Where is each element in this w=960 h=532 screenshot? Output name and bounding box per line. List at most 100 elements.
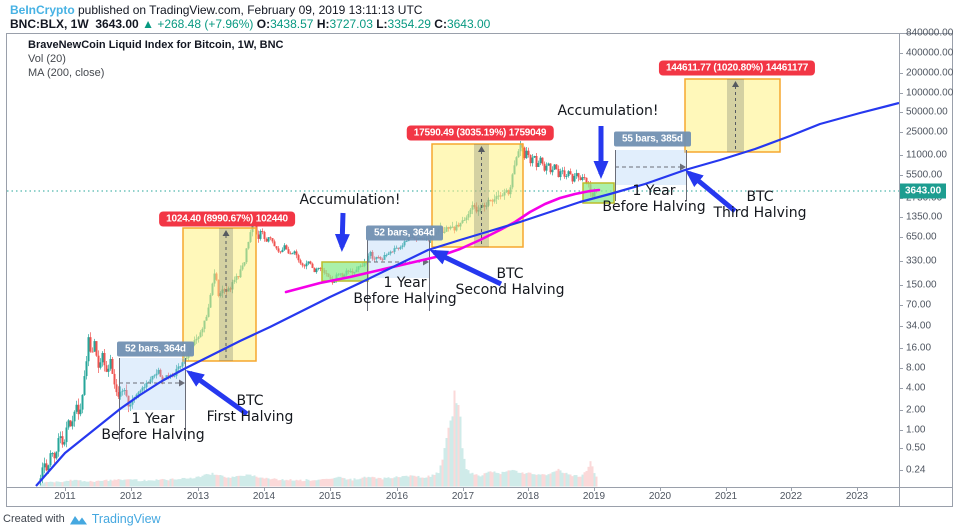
annotation-arrow[interactable] [185, 370, 249, 417]
last-price: 3643.00 [95, 17, 139, 31]
price-axis-label: 2.00 [906, 404, 926, 416]
time-axis-label: 2018 [516, 491, 540, 502]
measure-label[interactable]: 55 bars, 385d [614, 131, 691, 147]
price-axis-tick [899, 155, 903, 156]
price-axis-label: 840000.00 [906, 27, 954, 39]
time-axis-label: 2015 [318, 491, 342, 502]
time-axis-label: 2017 [451, 491, 475, 502]
price-axis-tick [899, 198, 903, 199]
price-axis-tick [899, 448, 903, 449]
time-axis-tick [397, 487, 398, 491]
price-axis-tick [899, 410, 903, 411]
annotation-arrow[interactable] [429, 249, 503, 287]
price-axis-tick [899, 305, 903, 306]
price-axis-label: 0.24 [906, 464, 926, 476]
halving-projection-boxes[interactable] [182, 78, 781, 362]
price-axis-tick [899, 237, 903, 238]
time-axis-tick [791, 487, 792, 491]
price-axis-label: 1.00 [906, 424, 926, 436]
time-axis-tick [131, 487, 132, 491]
time-axis-tick [726, 487, 727, 491]
price-axis-tick [899, 53, 903, 54]
measure-label[interactable]: 52 bars, 364d [366, 225, 443, 241]
annotation-arrow[interactable] [334, 212, 350, 252]
one-year-before-halving-1[interactable]: 1 Year Before Halving [101, 411, 205, 443]
tradingview-brand-link[interactable]: TradingView [91, 512, 161, 526]
price-axis-label: 200000.00 [906, 67, 954, 79]
halving-box[interactable] [182, 227, 257, 362]
annotation-arrow[interactable] [685, 169, 737, 213]
halving-box[interactable] [431, 143, 524, 248]
legend-title[interactable]: BraveNewCoin Liquid Index for Bitcoin, 1… [28, 39, 284, 51]
trend-line[interactable] [35, 101, 899, 487]
time-axis-tick [463, 487, 464, 491]
price-axis-label: 70.00 [906, 299, 932, 311]
time-axis-tick [594, 487, 595, 491]
time-axis-label: 2016 [385, 491, 409, 502]
high-value: 3727.03 [329, 17, 373, 31]
price-axis-tick [899, 73, 903, 74]
up-triangle-icon: ▲ [142, 17, 154, 31]
price-axis-tick [899, 285, 903, 286]
low-label: L: [376, 17, 388, 31]
legend-ma-study[interactable]: MA (200, close) [28, 67, 105, 79]
symbol-label: BNC:BLX, 1W [10, 17, 89, 31]
price-axis-label: 330.00 [906, 255, 937, 267]
btc-first-halving-label[interactable]: BTC First Halving [206, 393, 294, 425]
price-axis-tick [899, 175, 903, 176]
btc-second-halving-label[interactable]: BTC Second Halving [455, 266, 565, 298]
attribution-bar: Created with TradingView [3, 512, 161, 526]
low-value: 3354.29 [387, 17, 431, 31]
published-text: published on TradingView.com, February 0… [74, 3, 423, 17]
price-axis-label: 650.00 [906, 231, 937, 243]
time-axis-label: 2023 [845, 491, 869, 502]
high-label: H: [316, 17, 330, 31]
publisher-link[interactable]: BeInCrypto [10, 3, 75, 17]
time-axis-tick [330, 487, 331, 491]
one-year-before-halving-3[interactable]: 1 Year Before Halving [602, 183, 706, 215]
price-axis-label: 8.00 [906, 362, 926, 374]
price-axis-label: 100000.00 [906, 87, 954, 99]
accumulation-note-2[interactable]: Accumulation! [557, 103, 659, 119]
price-axis-tick [899, 33, 903, 34]
price-axis-label: 150.00 [906, 279, 937, 291]
time-axis-tick [264, 487, 265, 491]
time-axis-label: 2020 [648, 491, 672, 502]
ma-line [284, 188, 601, 294]
close-label: C: [434, 17, 447, 31]
price-axis-tick [899, 132, 903, 133]
halving-box[interactable] [684, 78, 781, 153]
btc-third-halving-label[interactable]: BTC Third Halving [713, 189, 807, 221]
price-axis-label: 16.00 [906, 342, 932, 354]
target-price-label[interactable]: 144611.77 (1020.80%) 14461177 [658, 60, 816, 76]
target-price-label[interactable]: 1024.40 (8990.67%) 102440 [159, 211, 295, 227]
price-axis-tick [899, 112, 903, 113]
accumulation-note-1[interactable]: Accumulation! [299, 192, 401, 208]
publish-info-line: BeInCrypto published on TradingView.com,… [10, 3, 422, 17]
legend-volume-study[interactable]: Vol (20) [28, 53, 66, 65]
price-axis-label: 5500.00 [906, 169, 943, 181]
time-axis-label: 2022 [779, 491, 803, 502]
time-axis-tick [528, 487, 529, 491]
price-axis-tick [899, 217, 903, 218]
annotation-arrows[interactable] [185, 126, 737, 417]
time-axis-tick [65, 487, 66, 491]
symbol-status-line: BNC:BLX, 1W 3643.00 ▲ +268.48 (+7.96%) O… [10, 17, 490, 31]
price-change: +268.48 (+7.96%) [157, 17, 254, 31]
open-label: O: [256, 17, 271, 31]
price-axis-tick [899, 93, 903, 94]
price-axis-label: 4.00 [906, 382, 926, 394]
price-axis-tick [899, 348, 903, 349]
time-axis-label: 2013 [186, 491, 210, 502]
time-axis-tick [198, 487, 199, 491]
target-price-label[interactable]: 17590.49 (3035.19%) 1759049 [406, 125, 554, 141]
time-axis-label: 2011 [54, 491, 76, 502]
measure-label[interactable]: 52 bars, 364d [117, 341, 194, 357]
price-axis-tick [899, 430, 903, 431]
price-axis-tick [899, 261, 903, 262]
time-axis-label: 2019 [582, 491, 606, 502]
one-year-before-halving-2[interactable]: 1 Year Before Halving [353, 275, 457, 307]
price-axis-tick [899, 470, 903, 471]
